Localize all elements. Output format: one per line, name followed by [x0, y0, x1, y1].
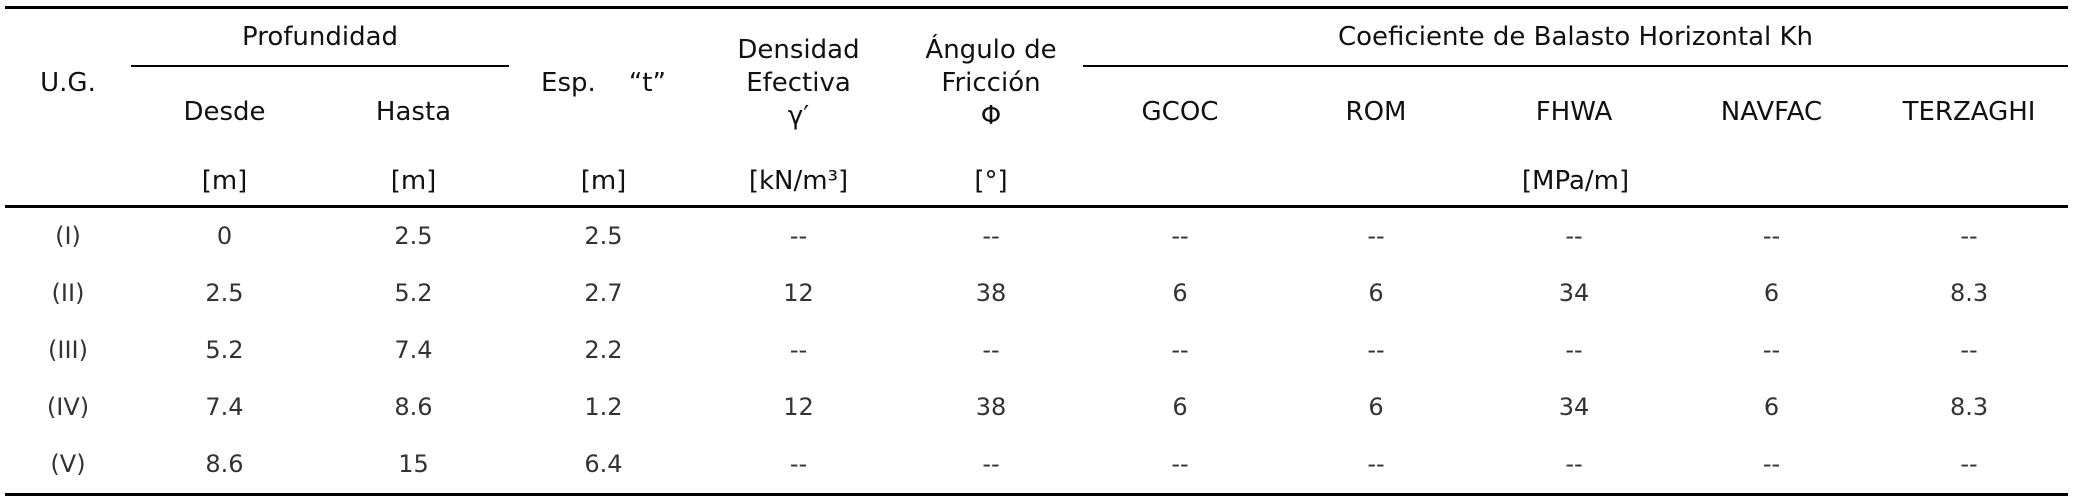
cell: --: [1171, 336, 1189, 364]
cell: --: [1083, 436, 1277, 496]
cell: --: [1565, 222, 1583, 250]
table-row: (I) 0 2.5 2.5 -- -- -- -- -- -- --: [5, 207, 2068, 266]
cell: 38: [975, 279, 1007, 307]
row-label: (II): [51, 279, 85, 307]
header-line: Ángulo de: [925, 34, 1057, 65]
cell: 6: [1763, 279, 1780, 307]
cell: 1.2: [584, 393, 623, 421]
header-cell: ROM: [1345, 96, 1407, 127]
header-cell: Densidad Efectiva γ′: [698, 6, 899, 157]
unit-cell: [m]: [131, 157, 318, 208]
data-table: U.G. Profundidad Esp. “t” Densidad Efecti…: [5, 6, 2069, 496]
table-row: (III) 5.2 7.4 2.2 -- -- -- -- -- -- --: [5, 322, 2068, 379]
header-line: Efectiva: [746, 67, 851, 98]
cell: --: [1475, 436, 1673, 496]
header-cell: Desde: [183, 96, 266, 127]
unit-cell: [m]: [318, 157, 509, 208]
cell: --: [1673, 436, 1870, 496]
cell: 7.4: [394, 336, 433, 364]
cell: 12: [783, 279, 814, 307]
cell: --: [1870, 436, 2069, 496]
header-line: Densidad: [737, 34, 860, 65]
cell: 2.2: [584, 336, 623, 364]
cell: 2.5: [205, 279, 244, 307]
table-row: (V) 8.6 15 6.4 -- -- -- -- -- -- --: [5, 436, 2069, 496]
header-cell: U.G.: [5, 6, 131, 157]
table-header: U.G. Profundidad Esp. “t” Densidad Efecti…: [5, 6, 2069, 208]
unit-cell: [kN/m³]: [698, 157, 899, 208]
cell: 5.2: [205, 336, 244, 364]
cell: 34: [1558, 279, 1590, 307]
cell: --: [698, 436, 899, 496]
cell: 6: [1763, 393, 1780, 421]
header-cell: Hasta: [375, 96, 452, 127]
cell: --: [1960, 222, 1978, 250]
header-cell: Ángulo de Fricción Φ: [899, 6, 1083, 157]
header-cell: FHWA: [1535, 96, 1613, 127]
row-label: (IV): [46, 393, 90, 421]
unit-cell: [°]: [899, 157, 1083, 208]
cell: --: [982, 222, 1000, 250]
cell: --: [1367, 222, 1385, 250]
cell: --: [1277, 436, 1475, 496]
cell: 6: [1172, 279, 1188, 307]
cell: 8.6: [394, 393, 433, 421]
header-cell: Coeficiente de Balasto Horizontal Kh: [1083, 6, 2069, 67]
row-label: (III): [48, 336, 88, 364]
header-line: Fricción: [941, 67, 1041, 98]
cell: 34: [1558, 393, 1590, 421]
cell: 8.6: [131, 436, 318, 496]
header-cell: Esp. “t”: [509, 6, 698, 157]
cell: 2.5: [584, 222, 623, 250]
header-cell: NAVFAC: [1720, 96, 1823, 127]
table-row: (II) 2.5 5.2 2.7 12 38 6 6 34 6 8.3: [5, 265, 2068, 322]
cell: 12: [783, 393, 814, 421]
cell: --: [982, 336, 1000, 364]
cell: 6: [1368, 279, 1384, 307]
cell: --: [789, 222, 808, 250]
cell: 6.4: [509, 436, 698, 496]
cell: --: [899, 436, 1083, 496]
cell: --: [1367, 336, 1385, 364]
cell: 2.5: [394, 222, 433, 250]
cell: 8.3: [1949, 279, 1989, 307]
header-cell: Profundidad: [131, 6, 509, 67]
cell: 6: [1368, 393, 1384, 421]
cell: --: [1762, 336, 1781, 364]
cell: --: [789, 336, 808, 364]
cell: 6: [1172, 393, 1188, 421]
cell: 5.2: [394, 279, 433, 307]
header-cell: GCOC: [1141, 96, 1219, 127]
cell: 0: [216, 222, 233, 250]
cell: --: [1960, 336, 1978, 364]
cell: 38: [975, 393, 1007, 421]
cell: --: [1565, 336, 1583, 364]
cell: 2.7: [584, 279, 623, 307]
cell: --: [1171, 222, 1189, 250]
row-label: (I): [55, 222, 81, 250]
header-line: Φ: [980, 100, 1002, 131]
cell: 15: [318, 436, 509, 496]
cell: 7.4: [205, 393, 244, 421]
cell: 8.3: [1949, 393, 1989, 421]
header-line: γ′: [787, 100, 810, 131]
row-label: (V): [5, 436, 131, 496]
unit-cell: [5, 157, 131, 208]
header-cell: TERZAGHI: [1902, 96, 2036, 127]
table-body: (I) 0 2.5 2.5 -- -- -- -- -- -- -- (II) 2.5 5.2 2.7 12 3…: [5, 207, 2069, 496]
cell: --: [1762, 222, 1781, 250]
table-row: (IV) 7.4 8.6 1.2 12 38 6 6 34 6 8.3: [5, 379, 2068, 436]
unit-cell: [m]: [509, 157, 698, 208]
unit-cell: [MPa/m]: [1083, 157, 2069, 208]
